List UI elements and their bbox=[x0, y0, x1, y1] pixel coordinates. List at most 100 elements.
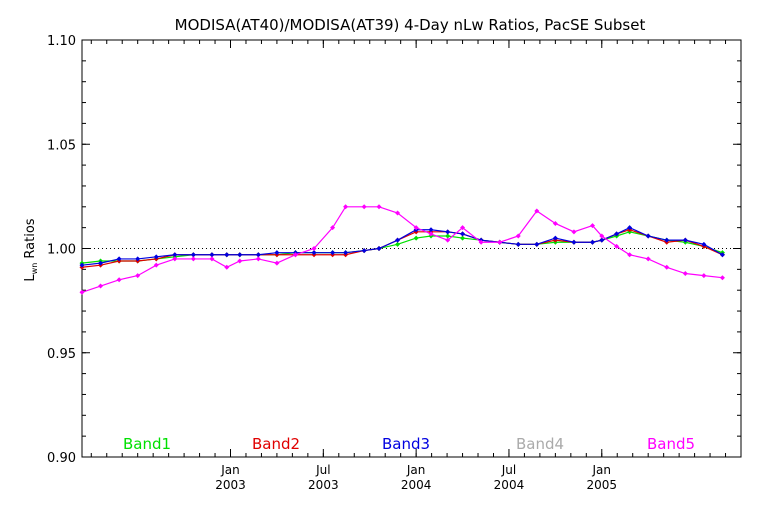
data-point bbox=[645, 233, 651, 239]
data-point bbox=[664, 264, 670, 270]
data-point bbox=[534, 208, 540, 214]
data-point bbox=[552, 235, 558, 241]
data-point bbox=[361, 248, 367, 254]
data-point bbox=[627, 225, 633, 231]
data-point bbox=[445, 237, 451, 243]
data-point bbox=[79, 262, 85, 268]
data-point bbox=[428, 231, 434, 237]
data-point bbox=[627, 252, 633, 258]
data-point bbox=[237, 252, 243, 258]
data-point bbox=[330, 225, 336, 231]
data-point bbox=[330, 250, 336, 256]
data-point bbox=[190, 252, 196, 258]
data-point bbox=[237, 258, 243, 264]
data-point bbox=[664, 237, 670, 243]
data-point bbox=[682, 271, 688, 277]
legend-entry-band4: Band4 bbox=[516, 435, 564, 453]
data-point bbox=[571, 229, 577, 235]
x-tick-label-month: Jan bbox=[220, 463, 240, 477]
data-point bbox=[645, 256, 651, 262]
data-point bbox=[311, 250, 317, 256]
data-point bbox=[515, 233, 521, 239]
data-point bbox=[413, 225, 419, 231]
data-point bbox=[274, 260, 280, 266]
data-point bbox=[224, 252, 230, 258]
data-point bbox=[589, 223, 595, 229]
data-point bbox=[719, 275, 725, 281]
legend-entry-band2: Band2 bbox=[252, 435, 300, 453]
data-point bbox=[135, 256, 141, 262]
y-axis-title-rest: Ratios bbox=[23, 218, 38, 263]
data-point bbox=[395, 237, 401, 243]
data-point bbox=[534, 241, 540, 247]
x-tick-label-year: 2005 bbox=[587, 478, 618, 492]
data-point bbox=[478, 239, 484, 245]
y-tick-label: 0.90 bbox=[47, 451, 76, 466]
data-point bbox=[153, 254, 159, 260]
data-point bbox=[552, 220, 558, 226]
data-point bbox=[361, 204, 367, 210]
chart-title: MODISA(AT40)/MODISA(AT39) 4-Day nLw Rati… bbox=[175, 16, 646, 34]
data-point bbox=[599, 237, 605, 243]
y-tick-label: 0.95 bbox=[47, 347, 76, 362]
x-tick-label-year: 2004 bbox=[401, 478, 432, 492]
data-point bbox=[376, 246, 382, 251]
data-point bbox=[255, 252, 261, 258]
data-point bbox=[209, 256, 215, 262]
x-tick-label-year: 2003 bbox=[215, 478, 246, 492]
y-tick-label: 1.00 bbox=[47, 243, 76, 258]
data-point bbox=[190, 256, 196, 262]
data-point bbox=[589, 239, 595, 245]
series-line bbox=[81, 226, 723, 266]
data-point bbox=[224, 264, 230, 270]
data-point bbox=[614, 243, 620, 249]
data-point bbox=[445, 233, 451, 239]
data-point bbox=[460, 231, 466, 237]
data-point bbox=[172, 252, 178, 258]
data-point bbox=[292, 252, 298, 258]
data-point bbox=[701, 241, 707, 247]
data-point bbox=[599, 233, 605, 239]
series-band5 bbox=[79, 204, 725, 295]
legend-entry-band5: Band5 bbox=[647, 435, 695, 453]
y-tick-label: 1.10 bbox=[47, 34, 76, 49]
legend-entry-band3: Band3 bbox=[382, 435, 430, 453]
data-point bbox=[343, 250, 349, 256]
data-point bbox=[395, 241, 401, 247]
data-point bbox=[274, 250, 280, 256]
series-line bbox=[81, 206, 723, 293]
plot-area: 0.900.951.001.051.10Jan2003Jul2003Jan200… bbox=[47, 34, 742, 492]
y-axis-title-sub: wn bbox=[30, 263, 39, 275]
x-tick-label-month: Jul bbox=[501, 463, 516, 477]
data-point bbox=[515, 241, 521, 247]
data-point bbox=[428, 227, 434, 233]
data-point bbox=[376, 204, 382, 210]
y-tick-label: 1.05 bbox=[47, 138, 76, 153]
data-point bbox=[98, 260, 104, 266]
x-tick-label-year: 2003 bbox=[308, 478, 339, 492]
data-point bbox=[153, 262, 159, 268]
data-point bbox=[460, 235, 466, 241]
series-band1 bbox=[79, 229, 725, 266]
y-axis-title-main: L bbox=[23, 274, 38, 282]
data-point bbox=[395, 210, 401, 216]
y-axis-title: Lwn Ratios bbox=[23, 218, 39, 281]
data-point bbox=[445, 229, 451, 235]
data-point bbox=[343, 204, 349, 210]
legend-entry-band1: Band1 bbox=[123, 435, 171, 453]
data-point bbox=[116, 256, 122, 262]
data-point bbox=[98, 283, 104, 289]
series-band3 bbox=[79, 225, 725, 268]
data-point bbox=[413, 235, 419, 241]
data-point bbox=[135, 273, 141, 279]
data-point bbox=[682, 237, 688, 243]
x-tick-label-year: 2004 bbox=[494, 478, 525, 492]
data-point bbox=[172, 256, 178, 262]
data-point bbox=[701, 273, 707, 279]
x-tick-label-month: Jul bbox=[315, 463, 330, 477]
data-point bbox=[255, 256, 261, 262]
data-point bbox=[209, 252, 215, 258]
data-point bbox=[497, 239, 503, 245]
x-tick-label-month: Jan bbox=[406, 463, 426, 477]
